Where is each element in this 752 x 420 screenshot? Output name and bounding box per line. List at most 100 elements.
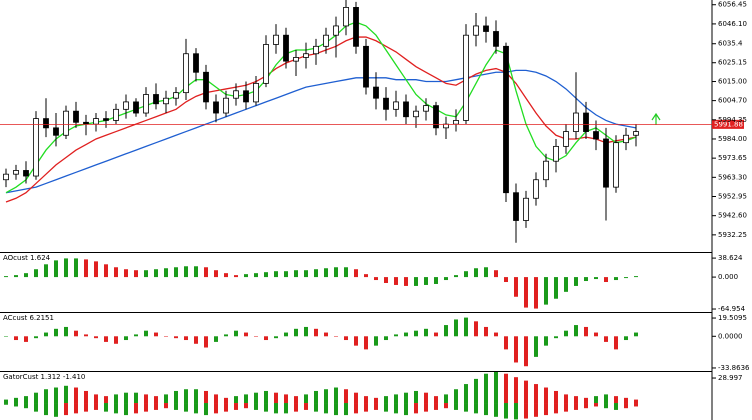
gator-bar — [394, 394, 398, 404]
candle-body — [73, 110, 79, 123]
gator-bar — [74, 403, 78, 414]
candle-body — [623, 134, 629, 144]
gator-bar — [254, 403, 258, 410]
candle-body — [173, 92, 179, 99]
y-tick-label: 6015.00 — [718, 78, 747, 86]
gator-bar — [204, 403, 208, 416]
candle-body — [503, 45, 509, 194]
candle-body — [123, 101, 129, 110]
gator-bar — [394, 403, 398, 414]
candle-body — [163, 97, 169, 105]
histogram-bar — [414, 277, 418, 286]
gator-bar — [264, 390, 268, 404]
y-tick-label: 6056.45 — [718, 1, 747, 9]
signal-arrow — [651, 112, 661, 125]
gator-bar — [534, 384, 538, 404]
gator-bar — [334, 403, 338, 416]
gator-bar — [384, 396, 388, 404]
histogram-bar — [584, 326, 588, 337]
histogram-bar — [364, 274, 368, 278]
moving-average — [5, 69, 637, 194]
candle-body — [63, 110, 69, 136]
histogram-bar — [114, 267, 118, 278]
candle-body — [223, 97, 229, 114]
histogram-bar — [534, 336, 538, 357]
histogram-bar — [634, 332, 638, 337]
gator-bar — [224, 403, 228, 412]
histogram-bar — [164, 336, 168, 337]
histogram-bar — [544, 336, 548, 346]
candle-body — [133, 101, 139, 114]
gator-bar — [44, 403, 48, 416]
pane-title: AOcust 1.624 — [3, 254, 51, 262]
gator-bar — [74, 387, 78, 404]
gator-bar — [214, 394, 218, 404]
gator-bar — [4, 399, 8, 404]
gator-bar — [54, 403, 58, 417]
histogram-bar — [34, 269, 38, 278]
gator-bar — [374, 397, 378, 404]
histogram-bar — [634, 276, 638, 278]
gator-bar — [494, 403, 498, 417]
gator-bar — [514, 403, 518, 420]
candle-body — [283, 34, 289, 62]
candle-body — [43, 118, 49, 129]
gator-bar — [154, 396, 158, 404]
histogram-bar — [484, 326, 488, 337]
gator-bar — [284, 394, 288, 404]
gator-bar — [384, 403, 388, 412]
candle-body — [333, 25, 339, 36]
y-tick-label: 19.5095 — [718, 314, 747, 322]
candle-body — [523, 197, 529, 221]
pane-title: ACcust 6.2151 — [3, 314, 54, 322]
histogram-bar — [614, 277, 618, 281]
histogram-bar — [64, 326, 68, 337]
gator-bar — [134, 392, 138, 404]
candle-body — [633, 131, 639, 136]
y-tick-label: 0.0000 — [718, 332, 743, 340]
gator-bar — [434, 403, 438, 410]
candle-body — [463, 34, 469, 121]
gator-bar — [354, 392, 358, 404]
gator-bar — [234, 396, 238, 404]
gator-bar — [164, 403, 168, 409]
gator-bar — [504, 373, 508, 404]
candle-body — [453, 120, 459, 125]
candle-body — [323, 34, 329, 47]
gator-bar — [144, 394, 148, 404]
gator-bar — [254, 392, 258, 404]
candle-body — [553, 145, 559, 162]
histogram-bar — [524, 277, 528, 308]
histogram-bar — [304, 270, 308, 278]
histogram-bar — [204, 267, 208, 278]
gator-bar — [454, 389, 458, 404]
gator-bar — [344, 403, 348, 416]
histogram-bar — [324, 332, 328, 337]
histogram-bar — [374, 277, 378, 281]
y-tick-label: -33.8636 — [718, 364, 750, 372]
gator-bar — [504, 403, 508, 419]
histogram-bar — [54, 260, 58, 278]
histogram-bar — [334, 267, 338, 278]
gator-bar — [404, 403, 408, 416]
y-tick-label: 38.624 — [718, 254, 743, 262]
gator-bar — [564, 394, 568, 404]
gator-bar — [424, 403, 428, 412]
histogram-bar — [564, 330, 568, 337]
candle-body — [413, 110, 419, 118]
histogram-bar — [454, 275, 458, 278]
gator-bar — [374, 403, 378, 410]
gator-bar — [614, 396, 618, 404]
y-tick-label: 5932.25 — [718, 231, 747, 239]
histogram-bar — [474, 268, 478, 278]
gator-bar — [324, 403, 328, 414]
candle-body — [203, 71, 209, 103]
candle-body — [263, 44, 269, 84]
gator-bar — [44, 389, 48, 404]
gator-bar — [544, 403, 548, 416]
gator-bar — [34, 392, 38, 404]
gator-bar — [84, 403, 88, 412]
gator-bar — [94, 394, 98, 404]
y-tick-label: 5984.00 — [718, 135, 747, 143]
histogram-bar — [294, 270, 298, 278]
